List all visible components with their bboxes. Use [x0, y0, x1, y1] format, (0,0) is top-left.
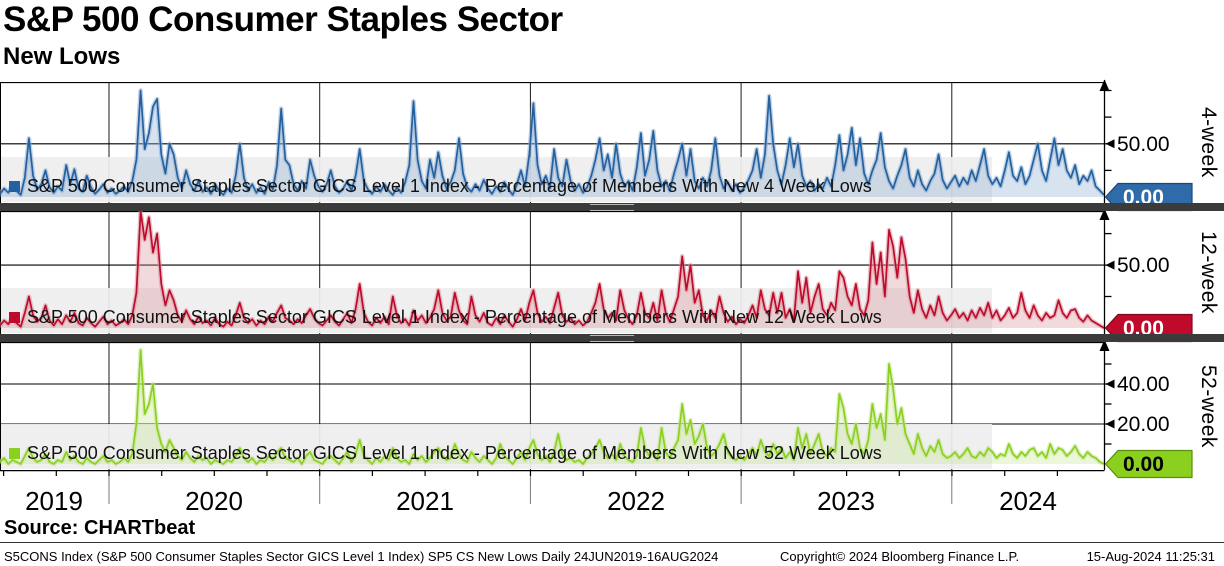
panel-resize-handle-icon[interactable] — [590, 335, 634, 342]
x-axis: 2019 2020 2021 2022 2023 2024 — [0, 470, 1224, 516]
year-label: 2022 — [607, 486, 665, 516]
svg-text:50.00: 50.00 — [1117, 254, 1170, 277]
year-label: 2023 — [817, 486, 875, 516]
panel-52-week: S&P 500 Consumer Staples Sector GICS Lev… — [0, 342, 1104, 470]
panel-label-4-week: 4-week — [1197, 107, 1220, 178]
svg-text:20.00: 20.00 — [1117, 413, 1170, 436]
footer-copyright: Copyright© 2024 Bloomberg Finance L.P. — [780, 549, 1020, 564]
footer-bar: S5CONS Index (S&P 500 Consumer Staples S… — [0, 542, 1224, 566]
svg-text:50.00: 50.00 — [1117, 133, 1170, 156]
panel-label-12-week: 12-week — [1197, 231, 1220, 314]
panel-resize-handle-icon[interactable] — [590, 204, 634, 211]
chart-title: S&P 500 Consumer Staples Sector — [3, 0, 563, 39]
panel-separator — [0, 203, 1224, 211]
legend-label-12-week: S&P 500 Consumer Staples Sector GICS Lev… — [27, 307, 882, 327]
legend-52-week[interactable]: S&P 500 Consumer Staples Sector GICS Lev… — [9, 443, 882, 464]
panel-separator — [0, 334, 1224, 342]
legend-4-week[interactable]: S&P 500 Consumer Staples Sector GICS Lev… — [9, 176, 872, 197]
legend-chip-52-week-icon — [9, 448, 20, 459]
y-axis-52-week: 20.00 40.00 0.00 — [1099, 339, 1224, 479]
legend-12-week[interactable]: S&P 500 Consumer Staples Sector GICS Lev… — [9, 307, 882, 328]
panel-12-week: S&P 500 Consumer Staples Sector GICS Lev… — [0, 211, 1104, 334]
source-label: Source: CHARTbeat — [4, 517, 196, 539]
panel-label-52-week: 52-week — [1197, 364, 1220, 448]
footer-timestamp: 15-Aug-2024 11:25:31 — [1086, 549, 1215, 564]
year-label: 2024 — [999, 486, 1057, 516]
year-label: 2021 — [396, 486, 454, 516]
plot-52-week — [0, 342, 1104, 470]
year-label: 2019 — [25, 486, 83, 516]
chart-subtitle: New Lows — [3, 43, 121, 70]
legend-label-52-week: S&P 500 Consumer Staples Sector GICS Lev… — [27, 443, 882, 463]
year-label: 2020 — [185, 486, 243, 516]
legend-label-4-week: S&P 500 Consumer Staples Sector GICS Lev… — [27, 176, 872, 196]
svg-text:0.00: 0.00 — [1123, 453, 1164, 476]
footer-ticker-description: S5CONS Index (S&P 500 Consumer Staples S… — [4, 549, 719, 564]
plot-12-week — [0, 211, 1104, 334]
panel-4-week: S&P 500 Consumer Staples Sector GICS Lev… — [0, 82, 1104, 203]
svg-text:40.00: 40.00 — [1117, 373, 1170, 396]
plot-4-week — [0, 82, 1104, 203]
legend-chip-12-week-icon — [9, 312, 20, 323]
legend-chip-4-week-icon — [9, 181, 20, 192]
